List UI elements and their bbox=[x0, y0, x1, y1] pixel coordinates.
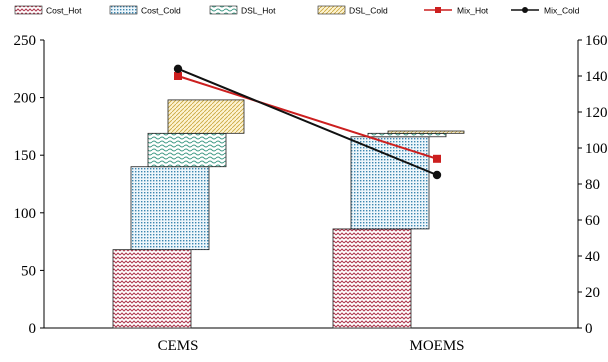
bar-cost-cold-cems bbox=[130, 166, 210, 251]
legend-label-mix-cold: Mix_Cold bbox=[544, 6, 580, 16]
line-series bbox=[173, 64, 442, 180]
left-tick-label: 150 bbox=[14, 148, 37, 164]
legend-label-cost-hot: Cost_Hot bbox=[46, 6, 82, 16]
right-tick-label: 120 bbox=[585, 105, 608, 121]
right-tick-label: 40 bbox=[585, 249, 600, 265]
right-tick-label: 60 bbox=[585, 213, 600, 229]
left-tick-label: 200 bbox=[14, 91, 37, 107]
legend-label-cost-cold: Cost_Cold bbox=[141, 6, 181, 16]
bar-cost-hot-cems bbox=[112, 249, 192, 329]
legend-swatch-cost-hot bbox=[14, 5, 43, 15]
legend-swatch-cost-cold bbox=[109, 5, 138, 15]
marker-mix-hot bbox=[433, 154, 441, 163]
bar-dsl-cold-cems bbox=[167, 99, 245, 134]
bar-cost-hot-moems bbox=[332, 228, 412, 329]
marker-mix-hot bbox=[174, 72, 182, 80]
right-tick-label: 100 bbox=[585, 141, 608, 157]
category-labels: CEMS MOEMS bbox=[158, 338, 465, 354]
legend-label-mix-hot: Mix_Hot bbox=[457, 6, 489, 16]
legend-marker-mix-hot bbox=[435, 7, 441, 13]
left-tick-label: 100 bbox=[14, 206, 37, 222]
line-mix-cold bbox=[177, 67, 438, 176]
legend-swatch-dsl-cold bbox=[317, 5, 346, 15]
right-tick-label: 140 bbox=[585, 69, 608, 85]
bar-series bbox=[112, 99, 465, 329]
bar-dsl-hot-cems bbox=[147, 132, 227, 168]
legend-swatch-dsl-hot bbox=[209, 5, 238, 15]
bar-dsl-cold-moems bbox=[387, 130, 465, 134]
right-tick-label: 80 bbox=[585, 177, 600, 193]
line-mix-hot bbox=[177, 75, 438, 160]
left-axis-ticks: 0 50 100 150 200 250 bbox=[14, 33, 44, 337]
left-tick-label: 250 bbox=[14, 33, 37, 49]
legend-label-dsl-hot: DSL_Hot bbox=[241, 6, 276, 16]
right-tick-label: 20 bbox=[585, 285, 600, 301]
category-label-moems: MOEMS bbox=[409, 338, 464, 354]
left-tick-label: 0 bbox=[29, 321, 37, 337]
bar-cost-cold-moems bbox=[350, 136, 430, 230]
legend-label-dsl-cold: DSL_Cold bbox=[349, 6, 388, 16]
marker-mix-cold bbox=[432, 170, 442, 180]
right-axis-ticks: 0 20 40 60 80 100 120 140 160 bbox=[578, 33, 608, 337]
bar-dsl-hot-moems bbox=[367, 132, 447, 138]
category-label-cems: CEMS bbox=[158, 338, 199, 354]
legend-marker-mix-cold bbox=[522, 7, 528, 13]
right-tick-label: 0 bbox=[585, 321, 593, 337]
marker-mix-cold bbox=[173, 64, 183, 74]
left-tick-label: 50 bbox=[21, 263, 36, 279]
right-tick-label: 160 bbox=[585, 33, 608, 49]
legend: Cost_Hot Cost_Cold DSL_Hot DSL_Cold Mix_Hot M… bbox=[14, 5, 580, 16]
